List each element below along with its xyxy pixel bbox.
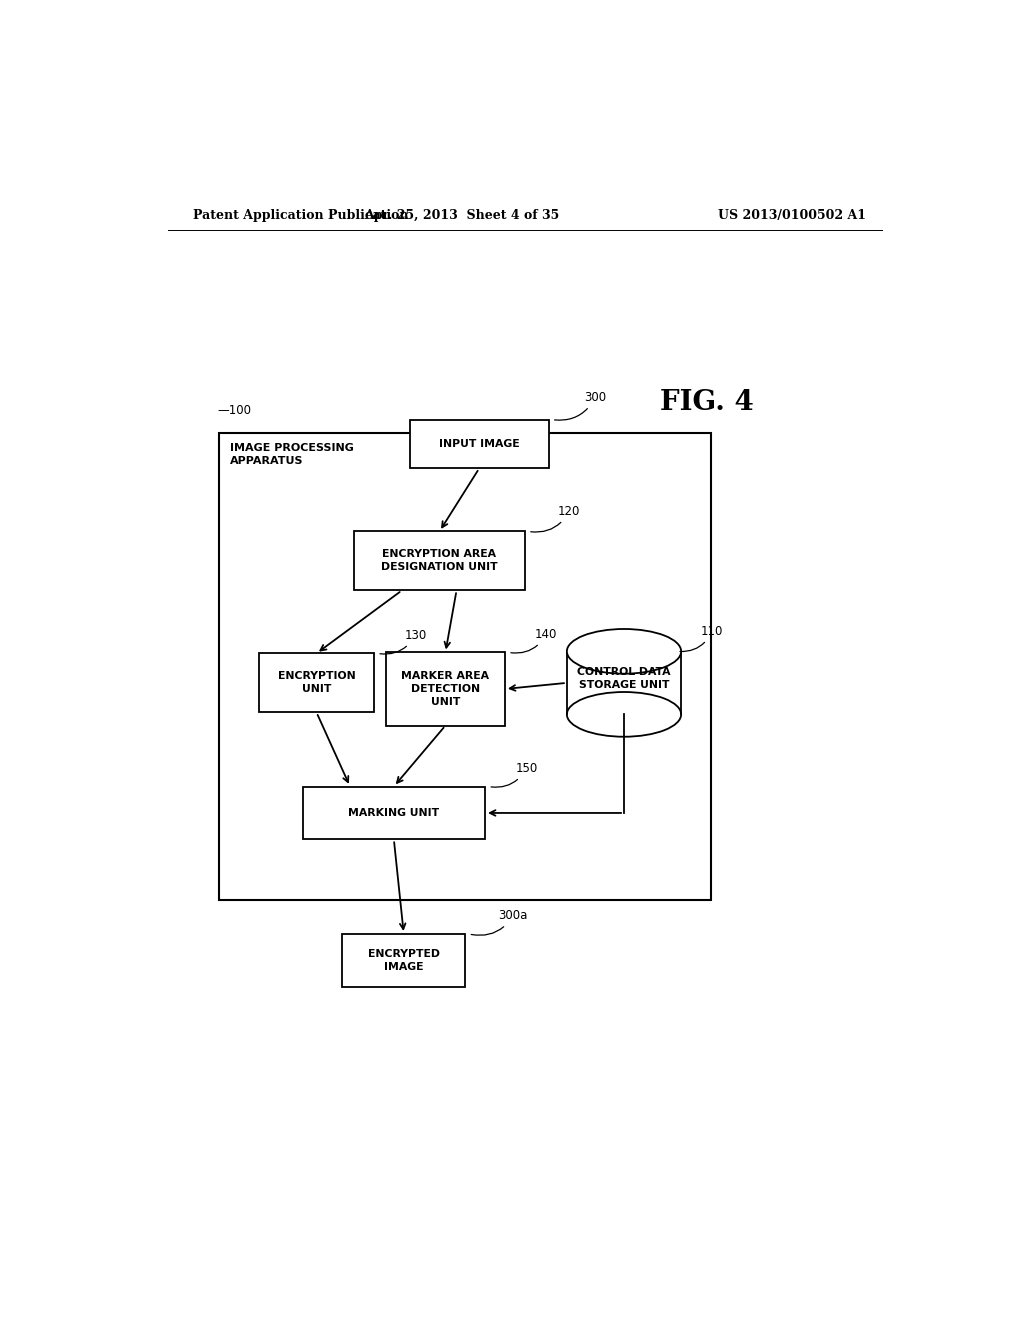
Text: 120: 120 — [530, 504, 581, 532]
Text: Apr. 25, 2013  Sheet 4 of 35: Apr. 25, 2013 Sheet 4 of 35 — [364, 209, 559, 222]
Text: Patent Application Publication: Patent Application Publication — [194, 209, 409, 222]
Text: INPUT IMAGE: INPUT IMAGE — [439, 440, 519, 449]
Text: ENCRYPTION
UNIT: ENCRYPTION UNIT — [278, 672, 355, 694]
Bar — [567, 651, 681, 714]
Text: FIG. 4: FIG. 4 — [660, 389, 755, 416]
Ellipse shape — [567, 630, 681, 673]
Text: IMAGE PROCESSING
APPARATUS: IMAGE PROCESSING APPARATUS — [229, 444, 353, 466]
Text: ENCRYPTED
IMAGE: ENCRYPTED IMAGE — [368, 949, 439, 972]
Text: —100: —100 — [218, 404, 252, 417]
Bar — [259, 653, 374, 713]
Text: 300: 300 — [555, 391, 606, 420]
Text: 130: 130 — [380, 628, 426, 653]
Ellipse shape — [567, 692, 681, 737]
Text: 300a: 300a — [471, 909, 528, 936]
Bar — [386, 652, 505, 726]
Text: 150: 150 — [492, 762, 538, 787]
Text: 110: 110 — [680, 624, 723, 652]
Bar — [303, 787, 485, 840]
Bar — [410, 420, 549, 469]
Bar — [219, 433, 712, 900]
Bar — [354, 532, 524, 590]
Text: ENCRYPTION AREA
DESIGNATION UNIT: ENCRYPTION AREA DESIGNATION UNIT — [381, 549, 498, 573]
Text: MARKER AREA
DETECTION
UNIT: MARKER AREA DETECTION UNIT — [401, 671, 489, 706]
Text: MARKING UNIT: MARKING UNIT — [348, 808, 439, 818]
Text: 140: 140 — [511, 627, 557, 653]
Bar — [342, 935, 465, 987]
Text: US 2013/0100502 A1: US 2013/0100502 A1 — [718, 209, 866, 222]
Text: CONTROL DATA
STORAGE UNIT: CONTROL DATA STORAGE UNIT — [578, 668, 671, 690]
